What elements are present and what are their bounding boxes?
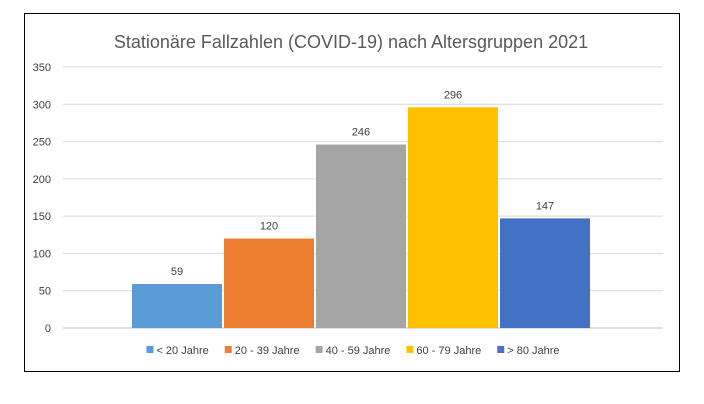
legend-label: > 80 Jahre — [507, 345, 559, 357]
y-axis: 0 50 100 150 200 250 300 350 — [33, 62, 51, 335]
legend-label: 60 - 79 Jahre — [416, 345, 481, 357]
legend-swatch — [315, 346, 323, 353]
y-tick-label: 50 — [39, 286, 51, 298]
data-label: 120 — [260, 221, 278, 233]
y-tick-label: 350 — [33, 62, 51, 74]
data-label: 59 — [171, 266, 183, 278]
y-tick-label: 150 — [33, 211, 51, 223]
legend-label: 40 - 59 Jahre — [326, 345, 391, 357]
legend-label: 20 - 39 Jahre — [235, 345, 300, 357]
bar-1 — [132, 284, 222, 328]
legend-item: 60 - 79 Jahre — [406, 345, 481, 357]
bar-5 — [500, 218, 590, 328]
y-tick-label: 250 — [33, 137, 51, 149]
legend-item: < 20 Jahre — [146, 345, 209, 357]
legend-item: 20 - 39 Jahre — [224, 345, 300, 357]
legend-item: 40 - 59 Jahre — [315, 345, 391, 357]
bars — [132, 107, 590, 328]
bar-4 — [408, 107, 498, 328]
legend: < 20 Jahre 20 - 39 Jahre 40 - 59 Jahre 60 -… — [146, 345, 560, 357]
y-tick-label: 0 — [45, 323, 51, 335]
y-tick-label: 300 — [33, 99, 51, 111]
y-tick-label: 200 — [33, 174, 51, 186]
legend-swatch — [146, 346, 154, 353]
data-label: 296 — [444, 89, 462, 101]
data-label: 246 — [352, 127, 370, 139]
legend-swatch — [224, 346, 232, 353]
data-label: 147 — [536, 200, 554, 212]
y-tick-label: 100 — [33, 248, 51, 260]
bar-2 — [224, 238, 314, 328]
data-labels: 59 120 246 296 147 — [171, 89, 554, 278]
chart-svg: Stationäre Fallzahlen (COVID-19) nach Al… — [33, 32, 663, 357]
chart-title: Stationäre Fallzahlen (COVID-19) nach Al… — [114, 32, 588, 52]
chart-frame: Stationäre Fallzahlen (COVID-19) nach Al… — [24, 13, 680, 372]
legend-label: < 20 Jahre — [156, 345, 208, 357]
legend-swatch — [497, 346, 505, 353]
legend-swatch — [406, 346, 414, 353]
legend-item: > 80 Jahre — [497, 345, 560, 357]
bar-3 — [316, 144, 406, 328]
